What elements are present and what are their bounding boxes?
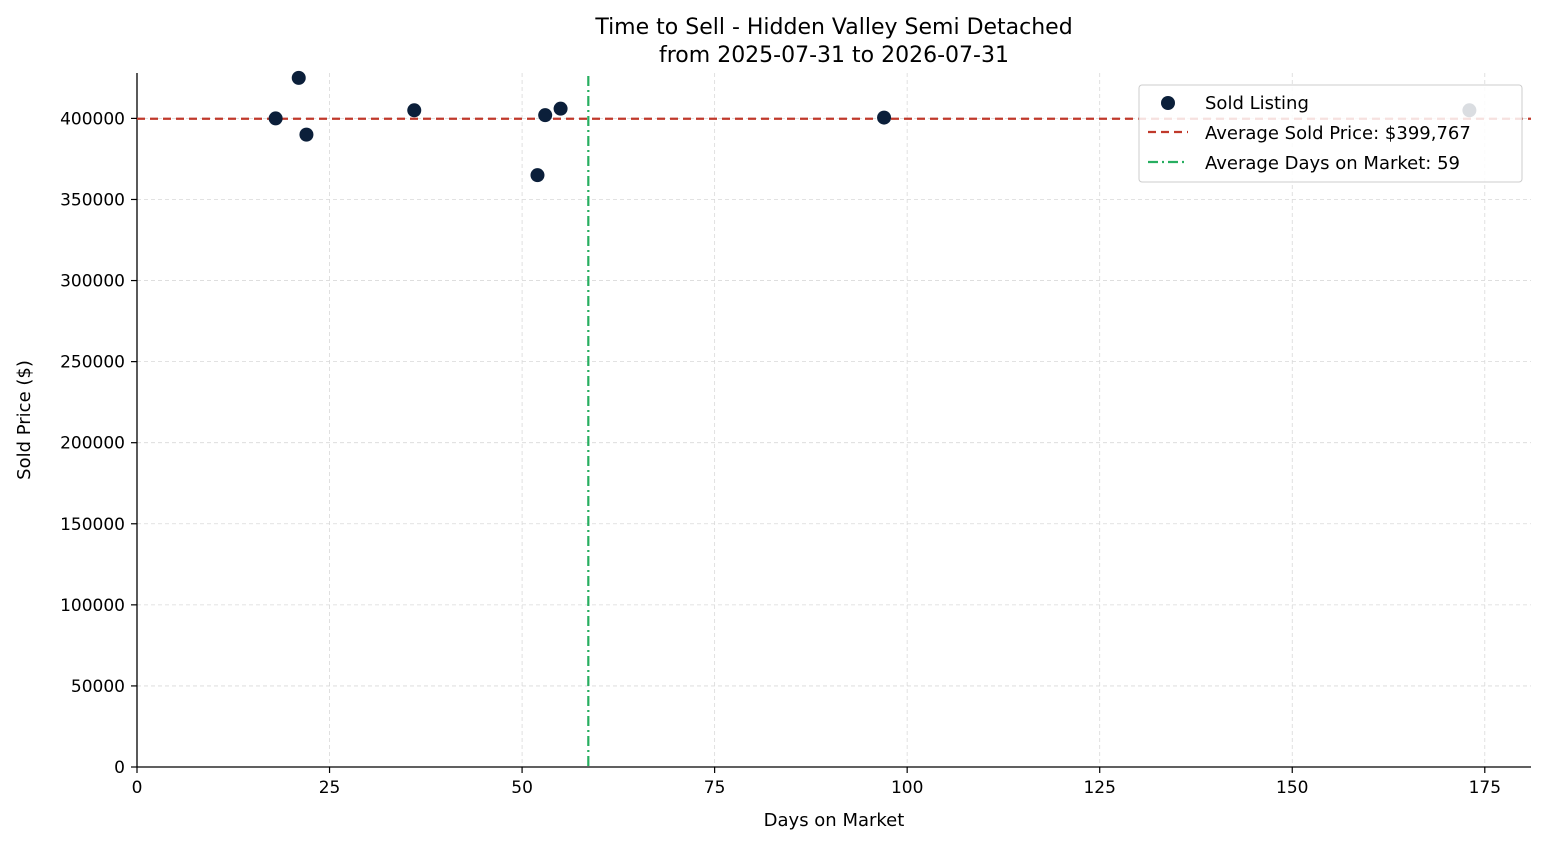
x-tick-label: 0 <box>132 778 143 798</box>
y-tick-label: 50000 <box>71 677 125 697</box>
x-tick-label: 125 <box>1083 778 1115 798</box>
sold-listing-point <box>407 103 422 118</box>
legend-label-average-price: Average Sold Price: $399,767 <box>1205 123 1471 144</box>
axes <box>136 73 1531 768</box>
legend-marker-sold-listing <box>1161 96 1175 110</box>
sold-listing-point <box>291 70 306 85</box>
y-tick-label: 300000 <box>60 272 125 292</box>
y-tick-label: 200000 <box>60 434 125 454</box>
legend: Sold Listing Average Sold Price: $399,76… <box>1138 84 1523 183</box>
x-tick-label: 50 <box>511 778 533 798</box>
chart-title: Time to Sell - Hidden Valley Semi Detach… <box>594 15 1072 40</box>
legend-label-average-days: Average Days on Market: 59 <box>1205 153 1460 174</box>
sold-listing-point <box>553 101 568 116</box>
sold-listing-point <box>877 110 892 125</box>
x-tick-label: 150 <box>1276 778 1308 798</box>
sold-listing-point <box>538 108 553 123</box>
x-tick-label: 25 <box>319 778 341 798</box>
sold-listing-point <box>530 168 545 183</box>
y-tick-label: 150000 <box>60 515 125 535</box>
y-tick-label: 350000 <box>60 190 125 210</box>
y-axis-label: Sold Price ($) <box>14 360 35 480</box>
legend-label-sold-listing: Sold Listing <box>1205 93 1309 114</box>
sold-listing-point <box>299 127 314 142</box>
x-axis-label: Days on Market <box>764 810 905 831</box>
y-tick-label: 400000 <box>60 109 125 129</box>
ticks: 0 25 50 75 100 125 150 175 0 50000 100000 150000 200… <box>60 109 1501 798</box>
x-tick-label: 175 <box>1469 778 1501 798</box>
y-tick-label: 100000 <box>60 596 125 616</box>
x-tick-label: 100 <box>891 778 923 798</box>
x-tick-label: 75 <box>704 778 726 798</box>
y-tick-label: 250000 <box>60 353 125 373</box>
chart-subtitle: from 2025-07-31 to 2026-07-31 <box>659 43 1009 68</box>
sold-listing-point <box>268 111 283 126</box>
y-tick-label: 0 <box>114 758 125 778</box>
legend-box <box>1138 84 1523 183</box>
